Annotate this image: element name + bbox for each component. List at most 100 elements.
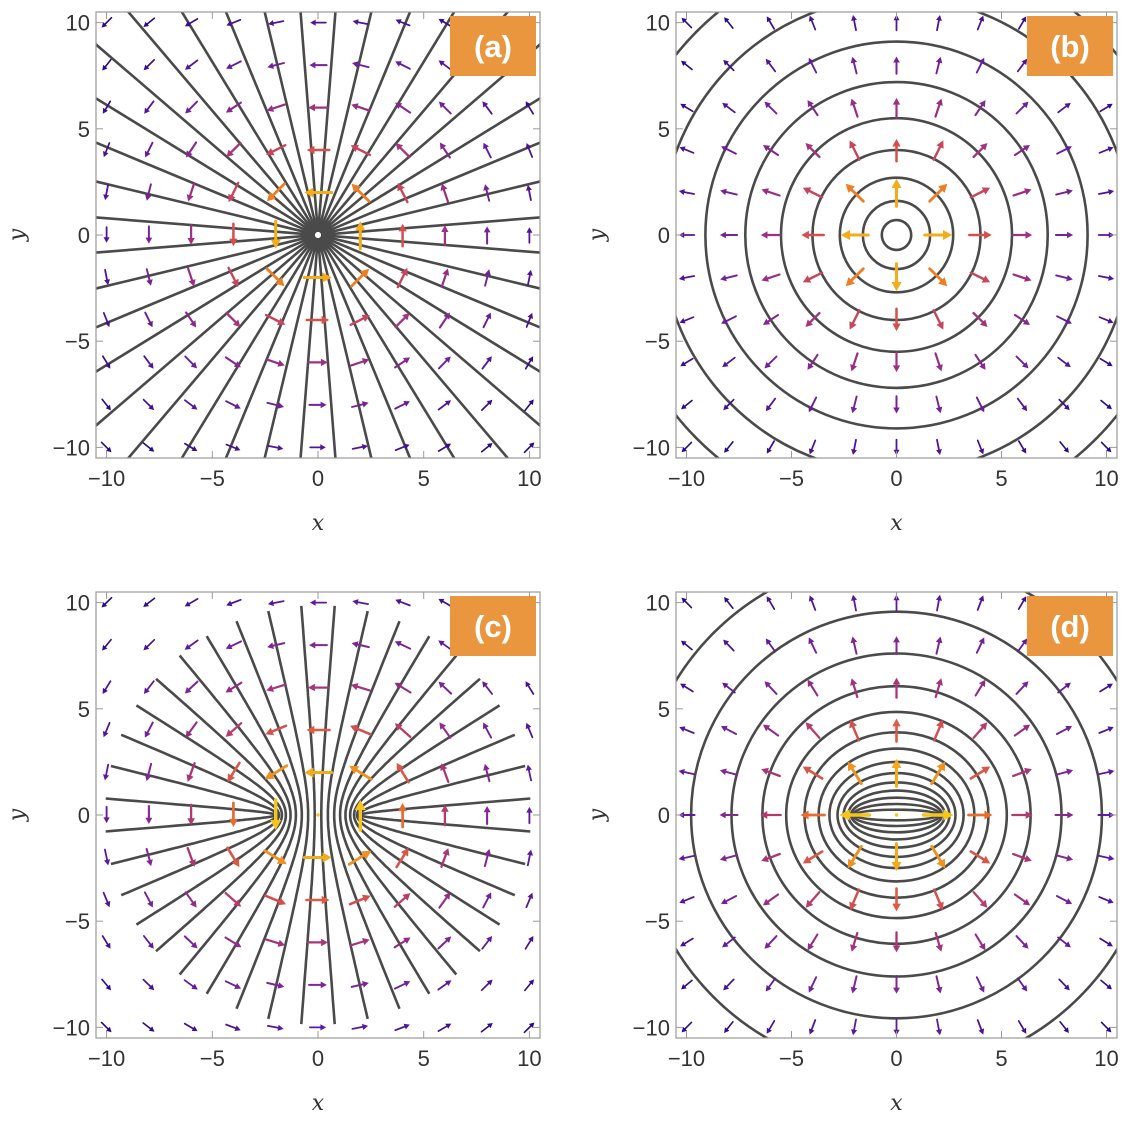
vector-arrow — [526, 227, 533, 244]
vector-arrow — [395, 102, 412, 114]
stream-line — [135, 704, 284, 815]
stream-line — [352, 815, 501, 926]
vector-arrow — [525, 143, 534, 158]
vector-arrow — [893, 975, 900, 994]
vector-arrow — [351, 641, 370, 649]
vector-arrow — [723, 639, 735, 652]
stream-line — [348, 815, 481, 953]
panel-d: −10 −5 0 5 10 −10 −5 0 5 10 x y (d) — [585, 591, 1119, 1116]
vector-arrow — [976, 439, 985, 455]
vector-arrow — [185, 721, 198, 738]
x-tick-label: −5 — [200, 1046, 225, 1071]
vector-arrow — [350, 724, 372, 736]
vector-arrow — [1100, 1021, 1112, 1033]
vector-arrow — [762, 893, 780, 906]
y-tick-label: 0 — [658, 803, 670, 828]
vector-arrow — [304, 187, 334, 198]
vector-arrow — [850, 352, 859, 372]
vector-arrow — [225, 101, 242, 113]
y-tick-label: 0 — [78, 803, 90, 828]
stream-line — [320, 96, 540, 235]
vector-arrow — [1055, 725, 1073, 735]
x-tick-label: 5 — [995, 466, 1007, 491]
vector-arrow — [308, 981, 327, 989]
vector-arrow — [975, 976, 985, 993]
plot-area — [676, 592, 1117, 1038]
x-tick-label: 5 — [418, 466, 430, 491]
vector-arrow — [103, 763, 110, 781]
y-tick-label: −10 — [633, 1015, 670, 1040]
vector-arrow — [143, 638, 156, 651]
y-tick-label: −5 — [65, 909, 90, 934]
vector-arrow — [1097, 854, 1115, 861]
vector-arrow — [1056, 146, 1072, 155]
vector-arrow — [396, 762, 410, 784]
vector-arrow — [969, 766, 991, 780]
vector-arrow — [350, 144, 372, 157]
vector-arrow — [102, 680, 112, 694]
stream-line — [352, 704, 501, 815]
vector-arrow — [1057, 936, 1071, 948]
vector-arrow — [765, 58, 777, 73]
vector-arrow — [1012, 852, 1032, 863]
vector-arrow — [849, 309, 861, 330]
vector-arrow — [523, 1022, 535, 1034]
vector-arrow — [850, 931, 859, 952]
vector-arrow — [394, 723, 412, 739]
vector-arrow — [850, 975, 858, 994]
vector-arrow — [680, 103, 694, 113]
vector-arrow — [225, 400, 241, 409]
vector-arrow — [440, 268, 450, 288]
vector-arrow — [1055, 895, 1073, 905]
vector-arrow — [764, 101, 778, 115]
vector-arrow — [1054, 811, 1074, 819]
vector-arrow — [845, 183, 865, 203]
vector-arrow — [526, 849, 533, 867]
vector-arrow — [766, 440, 776, 454]
vector-arrow — [678, 854, 696, 861]
vector-arrow — [1057, 682, 1071, 694]
vector-arrow — [974, 933, 986, 951]
vector-arrow — [1017, 440, 1027, 454]
vector-arrow — [765, 397, 777, 412]
vector-arrow — [394, 682, 412, 694]
vector-arrow — [850, 678, 859, 699]
stream-line — [300, 605, 316, 815]
vector-arrow — [354, 800, 366, 832]
stream-line — [344, 654, 458, 815]
x-tick-label: 10 — [517, 466, 541, 491]
vector-arrow — [352, 61, 370, 69]
vector-arrow — [719, 854, 739, 862]
vector-arrow — [348, 894, 371, 906]
stream-line — [784, 710, 1009, 920]
vector-arrow — [351, 401, 369, 408]
vector-arrow — [183, 935, 198, 949]
stream-line — [321, 216, 540, 237]
x-axis-label: x — [890, 511, 903, 536]
vector-arrow — [678, 769, 696, 776]
vector-arrow — [145, 804, 153, 824]
vector-arrow — [352, 599, 370, 606]
vector-arrow — [184, 639, 199, 650]
vector-arrow — [723, 978, 735, 991]
y-tick-label: −10 — [53, 435, 90, 460]
vector-arrow — [350, 683, 371, 692]
vector-arrow — [438, 681, 453, 695]
vector-arrow — [437, 980, 452, 991]
vector-arrow — [302, 272, 332, 283]
vector-arrow — [808, 57, 818, 74]
vector-arrow — [100, 441, 112, 453]
vector-arrow — [144, 311, 153, 328]
vector-arrow — [351, 444, 368, 450]
vector-arrow — [355, 221, 366, 251]
vector-arrow — [765, 977, 777, 992]
vector-arrow — [1099, 937, 1113, 947]
vector-arrow — [766, 16, 776, 30]
vector-arrow — [304, 767, 334, 778]
stream-line — [110, 764, 279, 815]
vector-arrow — [306, 725, 331, 735]
vector-arrow — [525, 892, 534, 909]
vector-arrow — [226, 598, 242, 607]
vector-arrow — [1015, 681, 1029, 695]
vector-arrow — [302, 852, 332, 863]
